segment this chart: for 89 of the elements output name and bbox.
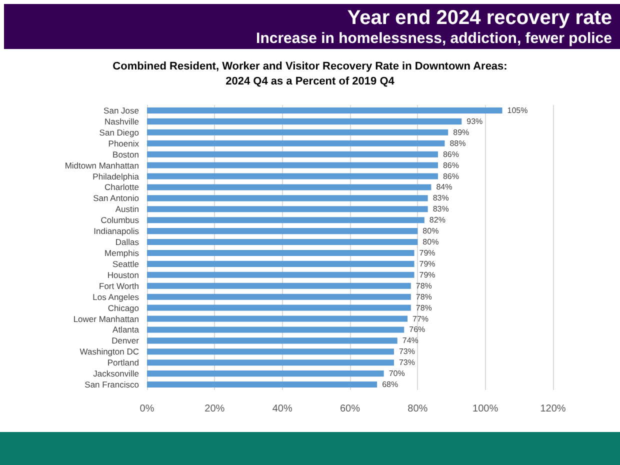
data-label: 76% bbox=[409, 325, 426, 334]
data-label: 88% bbox=[450, 138, 466, 148]
bar bbox=[147, 140, 445, 146]
data-label: 68% bbox=[382, 380, 398, 390]
bar bbox=[147, 206, 428, 212]
y-tick-label: San Antonio bbox=[93, 193, 140, 204]
chart-title: Year end 2024 recovery rate bbox=[346, 6, 612, 30]
data-label: 83% bbox=[432, 204, 449, 214]
y-tick-label: San Francisco bbox=[84, 380, 140, 390]
y-tick-label: Fort Worth bbox=[99, 280, 140, 291]
y-tick-label: San Diego bbox=[99, 127, 140, 138]
data-label: 70% bbox=[388, 369, 405, 378]
y-tick-label: Phoenix bbox=[108, 138, 140, 148]
x-tick-label: 40% bbox=[272, 404, 292, 414]
bar bbox=[147, 228, 418, 234]
x-tick-label: 0% bbox=[140, 404, 154, 414]
y-tick-label: Columbus bbox=[100, 215, 139, 226]
bar bbox=[147, 338, 398, 344]
y-tick-label: Lower Manhattan bbox=[73, 314, 140, 324]
data-label: 80% bbox=[422, 226, 439, 236]
data-label: 73% bbox=[398, 358, 415, 368]
data-label: 77% bbox=[412, 314, 429, 324]
y-tick-label: Austin bbox=[115, 204, 140, 214]
bar bbox=[147, 239, 418, 246]
x-tick-label: 20% bbox=[204, 404, 225, 414]
text: Combined Resident, Worker and Visitor Recovery Rate in Downtown Areas: 2024 Q4 as a Percent of 2019 Q4 bbox=[112, 60, 508, 88]
data-label: 78% bbox=[416, 292, 432, 302]
bar bbox=[147, 217, 424, 224]
data-label: 79% bbox=[419, 259, 436, 268]
y-tick-label: Atlanta bbox=[112, 324, 140, 335]
y-tick-label: Washington DC bbox=[80, 346, 139, 357]
bar bbox=[147, 162, 438, 168]
y-tick-label: Houston bbox=[107, 270, 140, 280]
bar bbox=[147, 173, 438, 180]
y-tick-label: Charlotte bbox=[104, 182, 140, 192]
data-label: 93% bbox=[466, 116, 483, 126]
data-label: 82% bbox=[429, 216, 446, 225]
y-tick-label: Indianapolis bbox=[94, 226, 139, 236]
data-label: 84% bbox=[436, 182, 452, 192]
bar bbox=[147, 184, 432, 190]
y-tick-label: Midtown Manhattan bbox=[64, 160, 140, 170]
y-tick-label: Nashville bbox=[104, 116, 140, 126]
bar bbox=[147, 360, 394, 366]
y-tick-label: Seattle bbox=[112, 258, 140, 269]
data-label: 83% bbox=[432, 194, 449, 203]
bar bbox=[147, 250, 414, 256]
data-label: 89% bbox=[453, 128, 470, 137]
data-label: 86% bbox=[442, 150, 459, 159]
data-label: 78% bbox=[416, 281, 432, 290]
bar bbox=[147, 151, 438, 158]
y-tick-label: Los Angeles bbox=[92, 292, 139, 302]
data-label: 74% bbox=[402, 336, 418, 346]
bar bbox=[147, 294, 411, 300]
data-label: 79% bbox=[419, 270, 436, 280]
bar bbox=[147, 348, 394, 355]
y-tick-label: Memphis bbox=[104, 248, 139, 258]
y-tick-label: Jacksonville bbox=[93, 368, 140, 379]
data-label: 105% bbox=[507, 106, 528, 115]
data-label: 80% bbox=[422, 238, 439, 247]
data-label: 73% bbox=[398, 347, 415, 356]
bar bbox=[147, 382, 378, 388]
bar bbox=[147, 370, 384, 377]
bar bbox=[147, 326, 404, 333]
y-tick-label: San Jose bbox=[104, 105, 140, 116]
bar bbox=[147, 260, 414, 267]
bar bbox=[147, 282, 411, 289]
x-tick-label: 80% bbox=[408, 404, 428, 414]
y-tick-label: Denver bbox=[112, 336, 140, 346]
bar bbox=[147, 129, 448, 136]
data-label: 79% bbox=[419, 248, 436, 258]
x-tick-label: 120% bbox=[540, 404, 566, 414]
data-label: 78% bbox=[416, 303, 432, 312]
bar bbox=[147, 316, 408, 322]
data-label: 86% bbox=[442, 172, 459, 181]
chart-subtitle: Increase in homelessness, addiction, fewer police bbox=[255, 30, 612, 48]
bar bbox=[147, 304, 411, 311]
bar bbox=[147, 118, 462, 124]
y-tick-label: Dallas bbox=[115, 237, 139, 248]
x-tick-label: 60% bbox=[340, 404, 360, 414]
y-tick-label: Philadelphia bbox=[92, 171, 140, 182]
header-banner: Year end 2024 recovery rate Increase in homelessness, addiction, fewer police bbox=[4, 4, 620, 49]
y-tick-label: Chicago bbox=[108, 302, 140, 313]
bar bbox=[147, 107, 502, 114]
data-label: 86% bbox=[442, 160, 459, 170]
x-tick-label: 100% bbox=[472, 404, 498, 414]
bar bbox=[147, 195, 428, 202]
y-tick-label: Boston bbox=[112, 149, 140, 160]
bar bbox=[147, 272, 414, 278]
y-tick-label: Portland bbox=[107, 358, 140, 368]
